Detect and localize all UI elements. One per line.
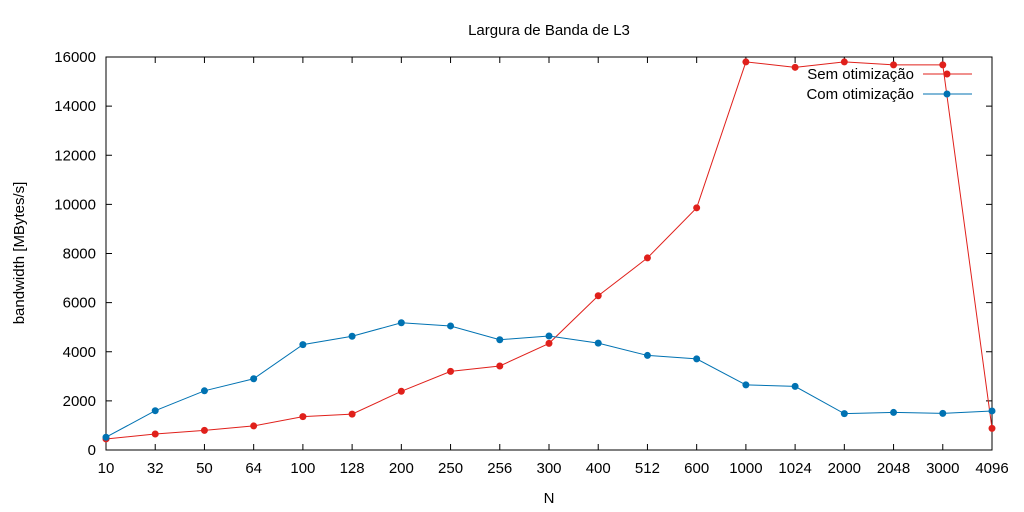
series-0-point <box>594 292 602 300</box>
series-1-point <box>102 433 110 441</box>
y-tick-label: 16000 <box>54 49 96 66</box>
series-1-point <box>545 332 553 340</box>
series-layer <box>102 58 996 443</box>
x-tick-label: 2000 <box>828 460 861 477</box>
series-0-point <box>299 413 307 421</box>
x-axis-label: N <box>544 490 555 507</box>
y-tick-label: 8000 <box>63 246 96 263</box>
series-1-point <box>939 409 947 417</box>
x-tick-label: 2048 <box>877 460 910 477</box>
x-tick-label: 300 <box>536 460 561 477</box>
y-tick-label: 10000 <box>54 196 96 213</box>
legend-label-1: Com otimização <box>806 86 914 103</box>
series-1-point <box>447 322 455 330</box>
y-tick-label: 12000 <box>54 147 96 164</box>
x-tick-label: 128 <box>340 460 365 477</box>
series-1-point <box>791 382 799 390</box>
series-0-point <box>791 63 799 71</box>
series-0-point <box>939 61 947 69</box>
series-1-point <box>840 410 848 418</box>
series-1-point <box>693 355 701 363</box>
series-1-point <box>397 319 405 327</box>
y-axis: 0 2000 4000 6000 8000 10000 12000 14000 16000 <box>54 49 992 459</box>
series-1-point <box>594 339 602 347</box>
x-tick-label: 4096 <box>975 460 1008 477</box>
series-0-point <box>250 422 258 430</box>
series-1-point <box>496 336 504 344</box>
series-0-point <box>447 367 455 375</box>
series-1-point <box>890 408 898 416</box>
legend-swatch-point-1 <box>943 90 951 98</box>
x-tick-label: 256 <box>487 460 512 477</box>
series-0-point <box>348 410 356 418</box>
series-0-point <box>890 61 898 69</box>
legend-swatch-point-0 <box>943 70 951 78</box>
series-1-point <box>299 341 307 349</box>
series-1-point <box>988 407 996 415</box>
series-0-point <box>643 254 651 262</box>
series-0-point <box>988 424 996 432</box>
series-0-point <box>693 204 701 212</box>
x-tick-label: 512 <box>635 460 660 477</box>
x-tick-label: 250 <box>438 460 463 477</box>
series-0-point <box>545 339 553 347</box>
series-1-point <box>200 387 208 395</box>
series-1-point <box>742 381 750 389</box>
x-tick-label: 200 <box>389 460 414 477</box>
y-tick-label: 2000 <box>63 393 96 410</box>
y-tick-label: 4000 <box>63 344 96 361</box>
plot-frame <box>105 56 993 451</box>
series-0-point <box>496 362 504 370</box>
x-tick-label: 32 <box>147 460 164 477</box>
series-0-point <box>151 430 159 438</box>
series-1-point <box>151 407 159 415</box>
x-tick-label: 64 <box>245 460 262 477</box>
x-tick-label: 1024 <box>778 460 811 477</box>
chart-title: Largura de Banda de L3 <box>468 22 630 39</box>
series-0-point <box>397 387 405 395</box>
series-0-point <box>742 58 750 66</box>
x-axis: 10 32 50 64 100 128 200 250 256 300 400 512 600 1000 1… <box>98 57 1009 477</box>
series-0-point <box>840 58 848 66</box>
x-tick-label: 600 <box>684 460 709 477</box>
x-tick-label: 1000 <box>729 460 762 477</box>
y-tick-label: 0 <box>88 442 96 459</box>
series-1-point <box>348 332 356 340</box>
x-tick-label: 400 <box>586 460 611 477</box>
x-tick-label: 50 <box>196 460 213 477</box>
x-tick-label: 10 <box>98 460 115 477</box>
y-axis-label: bandwidth [MBytes/s] <box>11 182 28 325</box>
x-tick-label: 3000 <box>926 460 959 477</box>
series-1-point <box>250 375 258 383</box>
legend: Sem otimização Com otimização <box>806 66 972 103</box>
legend-label-0: Sem otimização <box>807 66 914 83</box>
y-tick-label: 6000 <box>63 295 96 312</box>
series-0-point <box>200 426 208 434</box>
y-tick-label: 14000 <box>54 98 96 115</box>
x-tick-label: 100 <box>290 460 315 477</box>
series-1-point <box>643 351 651 359</box>
